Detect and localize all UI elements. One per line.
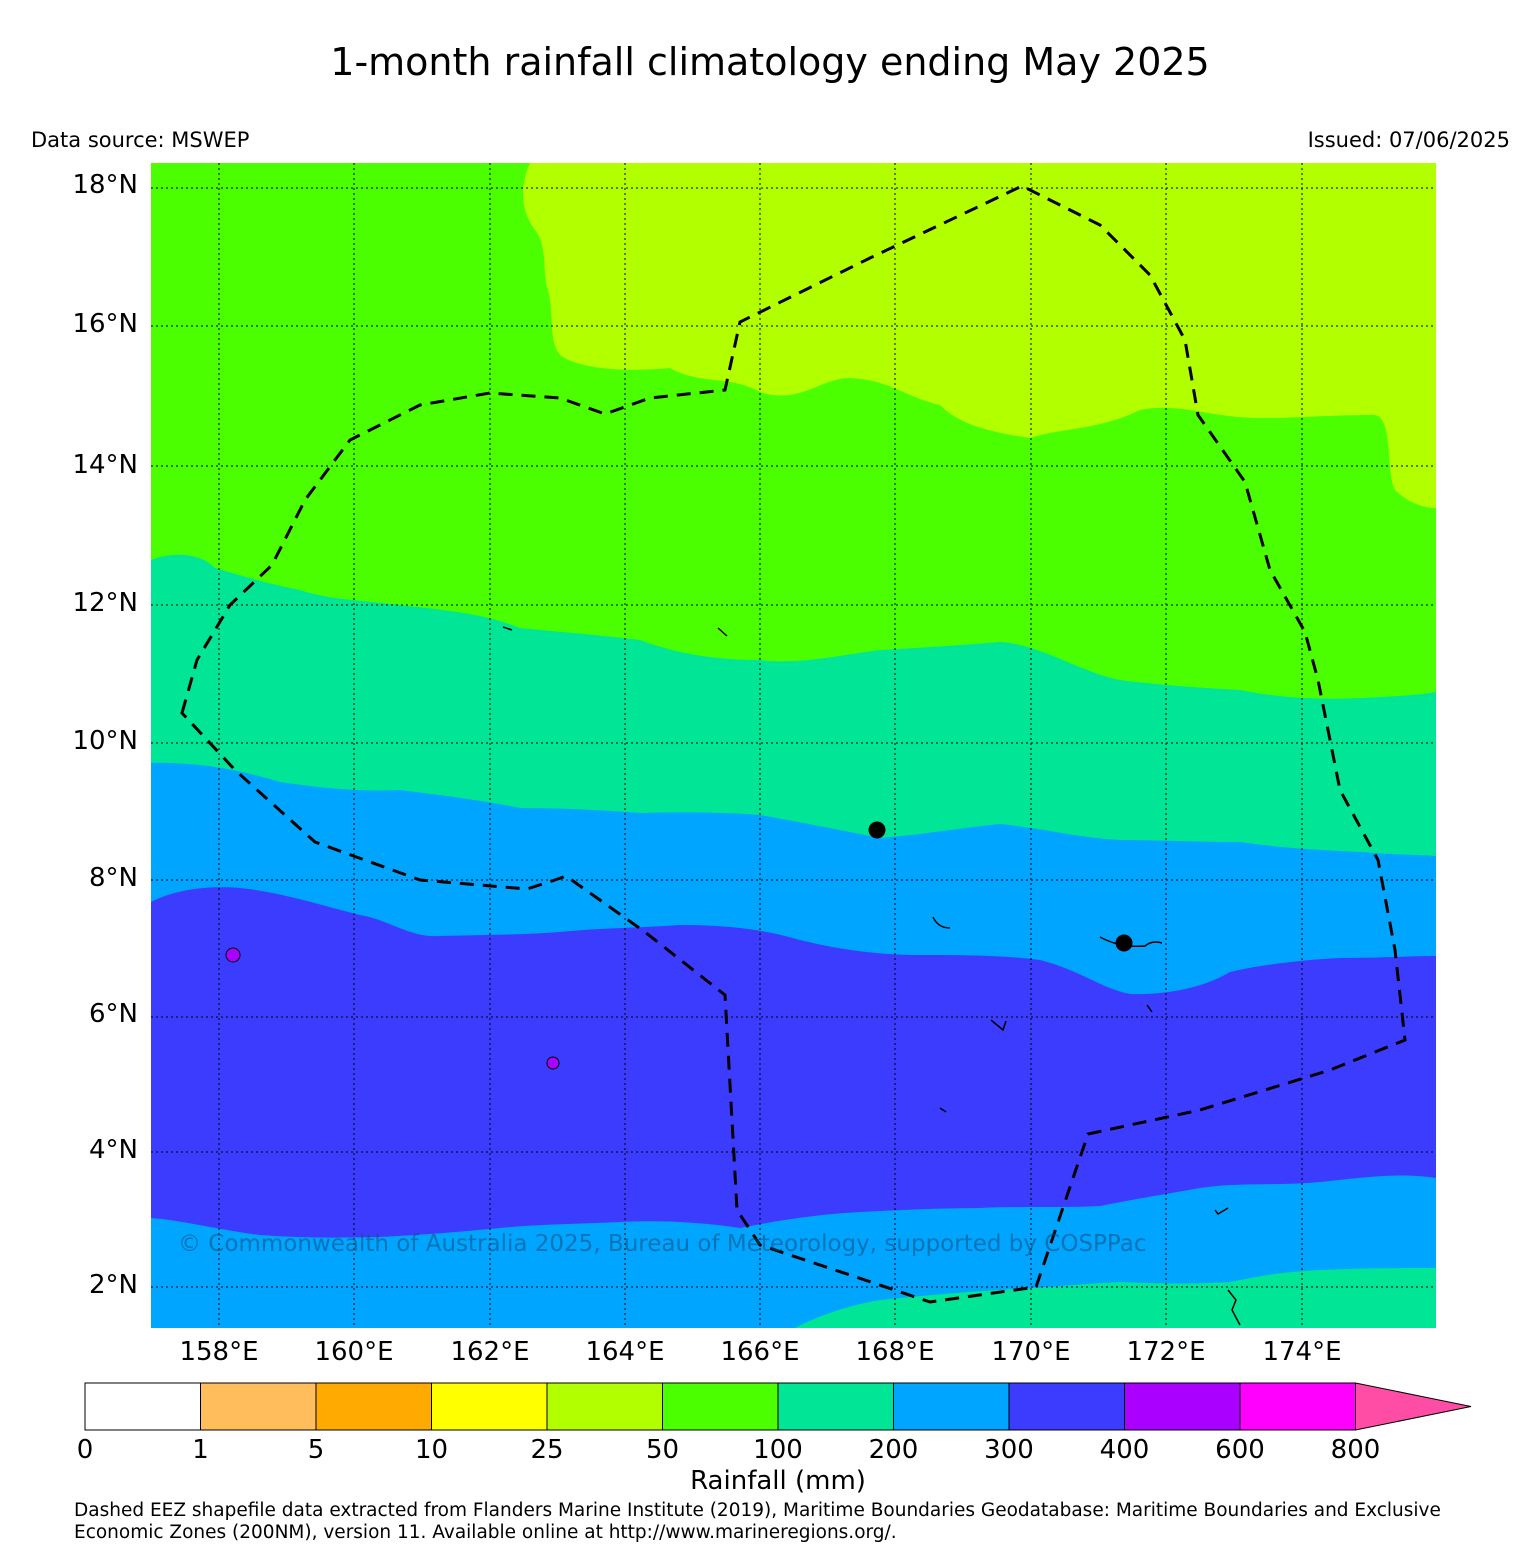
lon-label: 168°E [855,1337,935,1367]
colorbar-tick-label: 50 [645,1435,680,1465]
map-gridlines [151,163,1436,1328]
lon-label: 174°E [1262,1337,1342,1367]
lat-label: 16°N [72,309,138,339]
eez-credit: Dashed EEZ shapefile data extracted from… [74,1500,1441,1543]
colorbar-tick-label: 0 [76,1435,94,1465]
lat-label: 12°N [72,588,138,618]
colorbar-segment [431,1382,548,1431]
colorbar-title: Rainfall (mm) [690,1466,866,1496]
colorbar-segment [1008,1382,1125,1431]
colorbar-tick-label: 600 [1215,1435,1265,1465]
data-source: Data source: MSWEP [31,128,250,152]
colorbar-tick-label: 25 [530,1435,564,1465]
colorbar-tick-label: 200 [868,1435,919,1465]
atolls [502,626,1241,1326]
lat-label: 8°N [89,863,138,893]
colorbar-segment [893,1382,1010,1431]
colorbar-segment [315,1382,432,1431]
colorbar-segment [662,1382,779,1431]
colorbar-segment [1239,1382,1356,1431]
lat-label: 14°N [72,450,138,480]
colorbar-segment [200,1382,317,1431]
lon-label: 162°E [450,1337,530,1367]
colorbar-segment [1124,1382,1241,1431]
high-rainfall-spot [225,947,560,1070]
zone-25-50 [523,163,1436,508]
colorbar-segment [546,1382,663,1431]
colorbar-segments [84,1382,1472,1431]
lat-label: 6°N [89,999,138,1029]
island-marker [1115,934,1133,952]
colorbar-tick-label: 1 [192,1435,209,1465]
colorbar-tick-label: 400 [1099,1435,1150,1465]
issued-date: Issued: 07/06/2025 [1307,128,1510,152]
lon-label: 170°E [991,1337,1071,1367]
lat-label: 2°N [89,1270,138,1300]
colorbar-tick-label: 100 [753,1435,803,1465]
island-markers [868,821,1133,952]
colorbar-extend-arrow [1355,1382,1472,1431]
colorbar-segment [84,1382,201,1431]
lon-label: 172°E [1126,1337,1206,1367]
lon-label: 164°E [585,1337,665,1367]
colorbar-tick-label: 300 [984,1435,1034,1465]
colorbar [84,1382,1472,1431]
map-title: 1-month rainfall climatology ending May … [330,40,1210,84]
lon-label: 158°E [179,1337,259,1367]
lat-label: 4°N [89,1135,138,1165]
eez-boundary [180,184,1407,1304]
colorbar-tick-label: 800 [1330,1435,1381,1465]
island-marker [868,821,886,839]
lon-label: 166°E [720,1337,800,1367]
copyright-watermark: © Commonwealth of Australia 2025, Bureau… [178,1231,1147,1257]
rainfall-map: © Commonwealth of Australia 2025, Bureau… [151,163,1436,1328]
lat-label: 10°N [72,726,138,756]
colorbar-tick-label: 5 [307,1435,325,1465]
lat-label: 18°N [72,170,138,200]
zone-300-400 [151,887,1436,1238]
zone-100-200-south [795,1268,1436,1328]
colorbar-segment [777,1382,894,1431]
lon-label: 160°E [314,1337,394,1367]
colorbar-tick-label: 10 [414,1435,449,1465]
